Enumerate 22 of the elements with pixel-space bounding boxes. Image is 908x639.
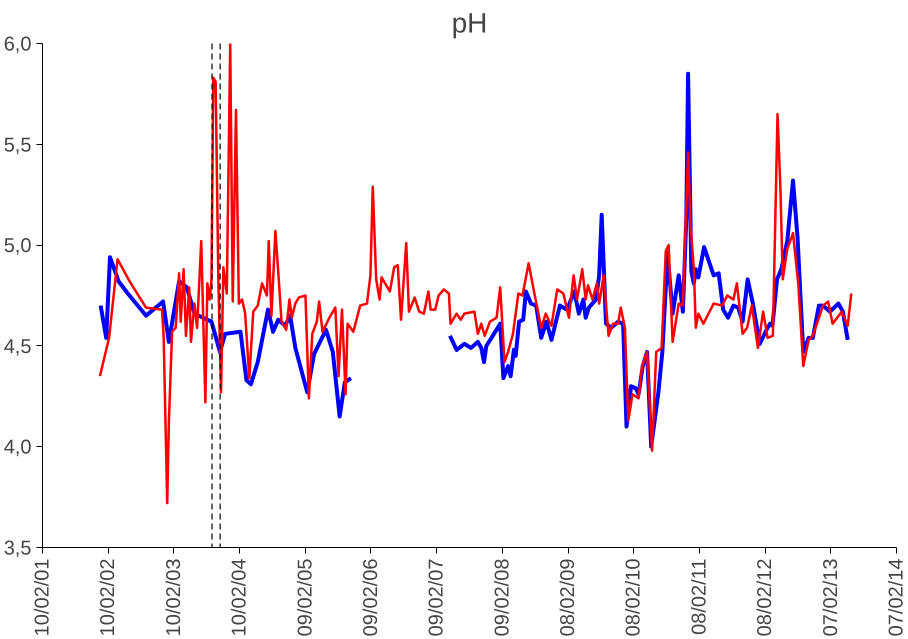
x-tick-label: 10/02/02 [97, 558, 120, 636]
y-tick-label: 5,5 [4, 134, 32, 156]
y-tick-label: 5,0 [4, 235, 32, 258]
x-tick-label: 10/02/03 [162, 558, 185, 636]
x-tick-label: 07/02/13 [820, 558, 842, 636]
chart-title: pH [452, 8, 488, 38]
x-tick-label: 08/02/10 [622, 558, 645, 636]
x-tick-label: 07/02/14 [886, 558, 908, 636]
x-tick-label: 09/02/07 [426, 558, 448, 636]
y-tick-label: 4,5 [4, 336, 32, 358]
x-tick-label: 09/02/06 [360, 558, 382, 636]
x-tick-label: 10/02/01 [32, 558, 54, 636]
x-tick-label: 09/02/05 [294, 558, 316, 636]
x-tick-label: 08/02/12 [754, 558, 776, 636]
y-tick-label: 4,0 [4, 436, 32, 459]
y-tick-label: 3,5 [4, 538, 32, 560]
x-tick-label: 09/02/08 [491, 558, 514, 636]
x-tick-label: 08/02/09 [557, 558, 580, 636]
y-tick-label: 6,0 [4, 34, 32, 56]
line-series [98, 44, 853, 504]
x-tick-label: 10/02/04 [228, 558, 251, 636]
x-tick-label: 08/02/11 [688, 558, 710, 635]
